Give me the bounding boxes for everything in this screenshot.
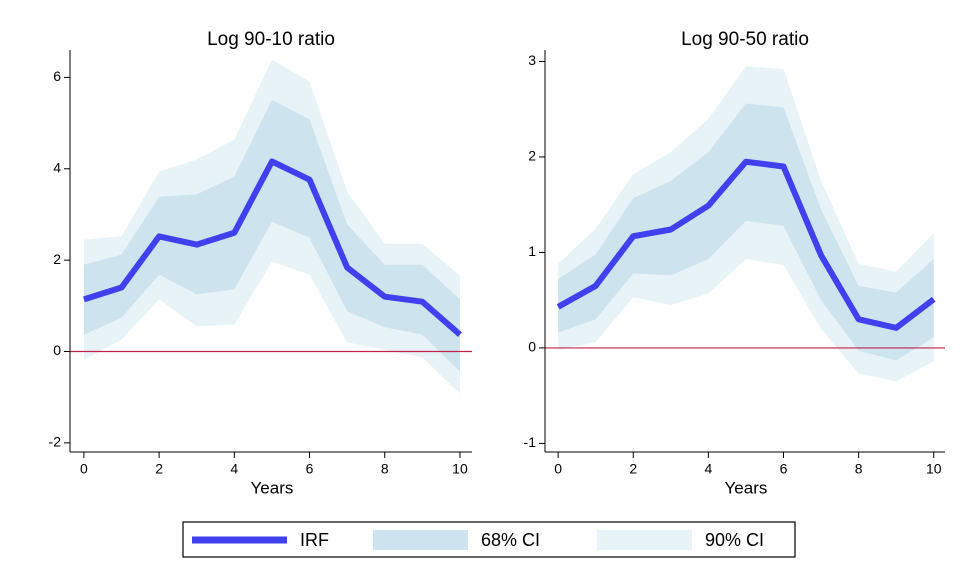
- legend-label: IRF: [300, 530, 329, 550]
- y-tick-label: -1: [524, 434, 537, 450]
- x-tick-label: 2: [155, 461, 163, 477]
- legend-label: 68% CI: [481, 530, 540, 550]
- y-tick-label: 0: [528, 339, 536, 355]
- y-tick-label: -2: [49, 434, 62, 450]
- x-tick-label: 8: [381, 461, 389, 477]
- y-tick-label: 2: [528, 148, 536, 164]
- x-tick-label: 10: [452, 461, 468, 477]
- chart-title: Log 90-50 ratio: [681, 29, 809, 50]
- x-tick-label: 0: [80, 461, 88, 477]
- x-axis-label: Years: [251, 478, 294, 497]
- y-tick-label: 1: [528, 243, 536, 259]
- ci-band: [83, 99, 460, 372]
- irf-line: [556, 158, 936, 331]
- x-tick-label: 6: [306, 461, 314, 477]
- x-tick-label: 8: [855, 461, 863, 477]
- legend-label: 90% CI: [705, 530, 764, 550]
- x-axis-label: Years: [725, 478, 768, 497]
- y-tick-label: 2: [53, 251, 61, 267]
- x-tick-label: 2: [629, 461, 637, 477]
- y-tick-label: 4: [53, 159, 61, 175]
- y-tick-label: 3: [528, 52, 536, 68]
- legend-swatch: [597, 530, 692, 550]
- y-tick-label: 0: [53, 342, 61, 358]
- legend-swatch: [373, 530, 468, 550]
- x-tick-label: 4: [230, 461, 238, 477]
- x-tick-label: 4: [704, 461, 712, 477]
- chart-title: Log 90-10 ratio: [207, 29, 335, 50]
- x-tick-label: 10: [926, 461, 942, 477]
- irf-line: [83, 158, 462, 337]
- x-tick-label: 0: [554, 461, 562, 477]
- x-tick-label: 6: [780, 461, 788, 477]
- ci-band: [558, 103, 934, 361]
- y-tick-label: 6: [53, 68, 61, 84]
